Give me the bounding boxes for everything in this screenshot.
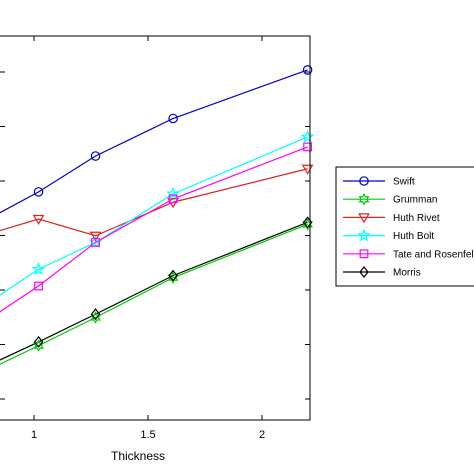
legend-marker-swift — [359, 176, 369, 186]
series-point-huth-bolt — [300, 129, 315, 143]
legend-marker-huth-bolt — [357, 228, 371, 242]
legend-label-swift: Swift — [393, 177, 415, 188]
legend-marker-huth-rivet — [358, 213, 370, 224]
legend-box — [335, 166, 474, 287]
series-point-swift — [302, 65, 313, 75]
legend-marker-morris — [359, 266, 369, 278]
legend: Swift Grumman Huth Rivet Huth Bolt Tate and … — [335, 166, 474, 287]
series-point-huth-bolt — [31, 262, 46, 276]
series-line-tate-and-rosenfeld — [0, 146, 308, 313]
series-line-swift — [0, 69, 308, 214]
x-axis-title: Thickness — [111, 449, 165, 463]
x-axis-ticks — [0, 36, 310, 420]
legend-label-grumman: Grumman — [393, 195, 437, 206]
series-point-huth-rivet — [32, 214, 45, 225]
series-point-morris — [168, 269, 178, 282]
x-tick-label: 1.5 — [140, 429, 155, 441]
x-axis-tick-labels: 1 1.5 2 — [31, 429, 265, 441]
series-point-swift — [90, 151, 101, 161]
series-point-morris — [90, 308, 101, 321]
series-point-morris — [33, 335, 44, 348]
series-point-grumman — [90, 311, 101, 324]
legend-marker-grumman — [358, 192, 370, 206]
series-point-huth-rivet — [89, 231, 102, 242]
series-line-huth-rivet — [0, 168, 308, 237]
series-point-tate-and-rosenfeld — [168, 194, 178, 204]
series-lines — [0, 69, 308, 365]
series-point-swift — [33, 187, 44, 197]
x-tick-label: 2 — [259, 429, 265, 441]
series-markers — [31, 65, 315, 352]
series-line-huth-bolt — [0, 136, 308, 296]
series-point-tate-and-rosenfeld — [34, 281, 43, 291]
x-tick-label: 1 — [31, 429, 37, 441]
legend-label-tate-and-rosenfeld: Tate and Rosenfeld — [393, 249, 474, 260]
legend-marker-tate-and-rosenfeld — [359, 249, 369, 259]
series-point-swift — [168, 113, 178, 124]
series-line-morris — [0, 221, 308, 361]
series-point-tate-and-rosenfeld — [303, 142, 312, 152]
series-point-tate-and-rosenfeld — [91, 238, 100, 247]
series-point-grumman — [33, 339, 44, 352]
plot-frame — [0, 35, 311, 421]
series-line-grumman — [0, 223, 308, 365]
legend-label-huth-bolt: Huth Bolt — [393, 231, 434, 242]
legend-label-huth-rivet: Huth Rivet — [393, 213, 440, 224]
series-point-huth-bolt — [166, 186, 180, 200]
legend-label-morris: Morris — [393, 268, 421, 279]
